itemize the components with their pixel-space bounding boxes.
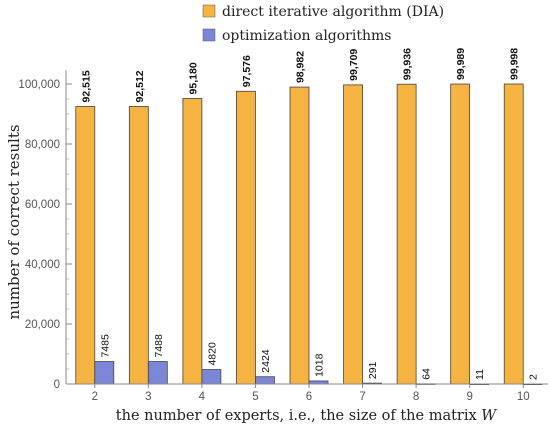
data-label-optimization-2: 7485 xyxy=(99,334,111,358)
data-label-dia-10: 99,998 xyxy=(509,48,521,80)
x-tick-label: 10 xyxy=(517,391,530,403)
bar-dia-8 xyxy=(396,83,417,385)
y-tick-label: 60,000 xyxy=(25,199,60,211)
bars-group xyxy=(75,83,543,385)
x-tick-label: 7 xyxy=(359,391,365,403)
legend-label-dia: direct iterative algorithm (DIA) xyxy=(222,4,444,20)
bar-optimization-4 xyxy=(201,369,222,385)
axes-group: 0 20,000 40,000 60,000 80,000 100,000 2 3 4 5 6 7 8 9… xyxy=(18,70,548,403)
data-label-optimization-5: 2424 xyxy=(260,349,272,373)
data-labels-group: 92,515 7485 92,512 7488 95,180 4820 97,576 2424… xyxy=(80,48,539,380)
data-label-optimization-4: 4820 xyxy=(206,342,218,366)
data-label-dia-5: 97,576 xyxy=(241,55,253,87)
bar-dia-7 xyxy=(343,84,363,385)
x-tick-label: 6 xyxy=(306,391,312,403)
data-label-optimization-8: 64 xyxy=(421,368,433,380)
bar-dia-3 xyxy=(128,106,149,385)
x-tick-label: 4 xyxy=(199,391,206,403)
data-label-dia-7: 99,709 xyxy=(348,49,360,81)
bar-dia-5 xyxy=(236,90,256,385)
x-tick-label: 2 xyxy=(92,391,98,403)
data-label-dia-9: 99,989 xyxy=(455,48,467,80)
data-label-dia-2: 92,515 xyxy=(80,70,92,102)
bar-dia-9 xyxy=(450,83,471,385)
data-label-dia-6: 98,982 xyxy=(295,51,307,83)
y-axis-title: number of correct results xyxy=(5,124,23,319)
bar-dia-4 xyxy=(182,98,203,385)
bar-dia-10 xyxy=(503,83,524,385)
bar-dia-6 xyxy=(289,86,310,385)
y-tick-label: 20,000 xyxy=(25,319,60,331)
y-tick-label: 100,000 xyxy=(18,79,60,91)
bar-optimization-5 xyxy=(255,376,275,385)
data-label-optimization-9: 11 xyxy=(474,369,486,380)
bar-optimization-2 xyxy=(94,361,115,385)
x-tick-label: 9 xyxy=(466,391,472,403)
x-axis-title: the number of experts, i.e., the size of… xyxy=(116,408,498,424)
data-label-optimization-7: 291 xyxy=(367,361,379,379)
x-tick-label: 8 xyxy=(413,391,419,403)
legend-swatch-optimization xyxy=(202,28,216,42)
y-tick-label: 40,000 xyxy=(25,259,60,271)
y-tick-label: 80,000 xyxy=(25,139,60,151)
y-tick-label: 0 xyxy=(54,379,60,391)
legend: direct iterative algorithm (DIA) optimiz… xyxy=(202,4,444,44)
legend-swatch-dia xyxy=(202,4,216,18)
x-tick-label: 3 xyxy=(145,391,151,403)
bar-optimization-3 xyxy=(147,361,168,385)
bar-dia-2 xyxy=(75,106,96,385)
data-label-optimization-10: 2 xyxy=(528,374,540,380)
data-label-dia-4: 95,180 xyxy=(187,62,199,94)
x-tick-label: 5 xyxy=(252,391,258,403)
data-label-optimization-3: 7488 xyxy=(153,334,165,358)
data-label-dia-3: 92,512 xyxy=(134,70,146,102)
legend-label-optimization: optimization algorithms xyxy=(222,28,391,44)
data-label-optimization-6: 1018 xyxy=(314,353,326,377)
data-label-dia-8: 99,936 xyxy=(402,48,414,80)
